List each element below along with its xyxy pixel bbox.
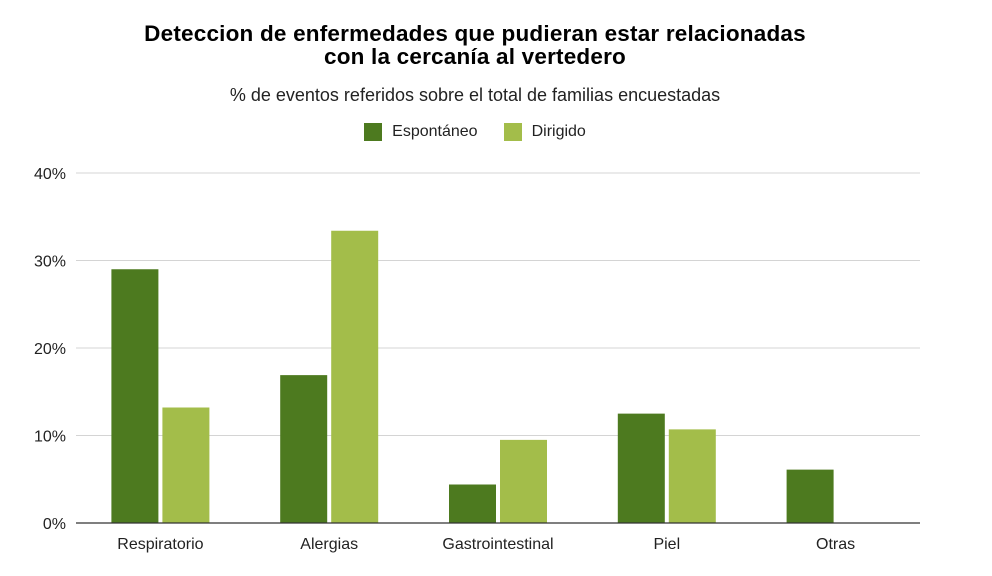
y-tick-label: 30% bbox=[34, 254, 66, 271]
bar-dirigido-respiratorio bbox=[162, 407, 210, 523]
legend-label-dirigido: Dirigido bbox=[531, 123, 586, 140]
y-tick-label: 0% bbox=[43, 516, 66, 533]
y-tick-label: 40% bbox=[34, 166, 66, 183]
legend-swatch-dirigido bbox=[503, 123, 522, 141]
legend: Espontáneo Dirigido bbox=[0, 123, 950, 141]
bar-dirigido-alergias bbox=[331, 230, 379, 523]
bar-espontneo-respiratorio bbox=[111, 269, 159, 523]
y-tick-label: 20% bbox=[34, 341, 66, 358]
legend-item-espontaneo: Espontáneo bbox=[364, 123, 478, 141]
bar-dirigido-gastrointestinal bbox=[500, 439, 547, 523]
chart-title: Deteccion de enfermedades que pudieran e… bbox=[0, 22, 950, 68]
chart-title-line-2: con la cercanía al vertedero bbox=[323, 44, 626, 69]
chart-title-line-1: Deteccion de enfermedades que pudieran e… bbox=[144, 21, 806, 46]
bar-dirigido-piel bbox=[668, 429, 716, 523]
chart-subtitle: % de eventos referidos sobre el total de… bbox=[229, 85, 721, 105]
x-tick-label: Gastrointestinal bbox=[442, 536, 553, 553]
x-tick-label: Otras bbox=[816, 536, 855, 553]
legend-swatch-espontaneo bbox=[364, 123, 383, 141]
legend-label-espontaneo: Espontáneo bbox=[392, 123, 478, 140]
y-tick-label: 10% bbox=[34, 429, 66, 446]
x-tick-label: Piel bbox=[653, 536, 680, 553]
bar-espontneo-gastrointestinal bbox=[449, 484, 496, 523]
bar-espontneo-otras bbox=[786, 469, 834, 523]
x-tick-label: Alergias bbox=[300, 536, 358, 553]
bar-espontneo-alergias bbox=[280, 375, 328, 523]
bar-espontneo-piel bbox=[617, 413, 665, 523]
x-tick-label: Respiratorio bbox=[117, 536, 203, 553]
legend-item-dirigido: Dirigido bbox=[503, 123, 586, 141]
